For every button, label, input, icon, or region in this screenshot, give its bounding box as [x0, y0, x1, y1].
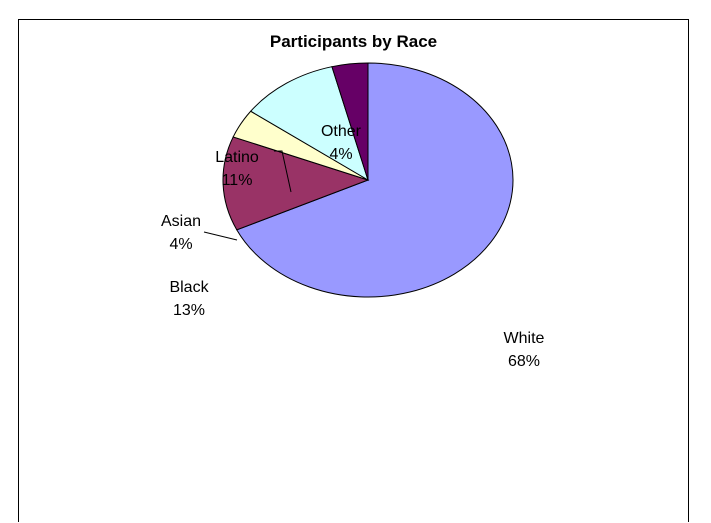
slice-percent-white: 68%: [508, 353, 540, 370]
chart-area: Participants by Race White 68% Black 13% Asi…: [18, 19, 689, 522]
leader-line-asian: [203, 231, 238, 241]
slice-label-latino: Latino: [215, 149, 259, 166]
slice-label-asian: Asian: [161, 213, 201, 230]
pie-slice-black: [222, 136, 370, 231]
chart-title: Participants by Race: [269, 32, 438, 51]
slice-label-other: Other: [321, 123, 362, 140]
slice-label-white: White: [504, 330, 545, 347]
slice-percent-latino: 11%: [222, 172, 253, 189]
pie-slice-latino: [249, 66, 369, 182]
leader-line-latino: [274, 150, 292, 193]
pie-slice-other: [331, 62, 369, 181]
pie-chart: White 68% Black 13% Asian 4% Latino 11% Other 4%: [161, 62, 545, 370]
slice-percent-other: 4%: [329, 146, 352, 163]
slice-percent-asian: 4%: [169, 236, 192, 253]
pie-slice-white: [236, 62, 514, 298]
slice-percent-black: 13%: [173, 302, 205, 319]
slice-label-black: Black: [169, 279, 209, 296]
